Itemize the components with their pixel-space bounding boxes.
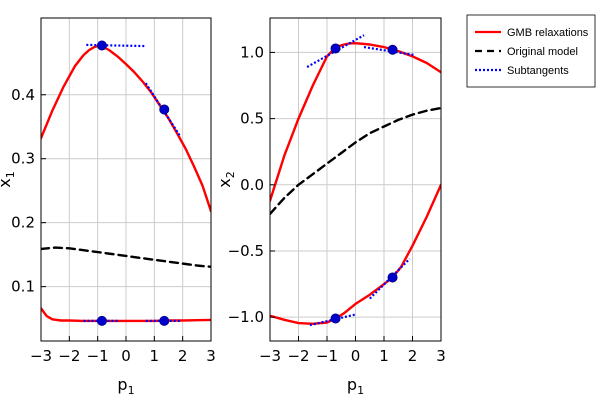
- x-tick-label: 0: [121, 347, 131, 365]
- x-tick-label: −1: [316, 347, 338, 365]
- y-tick-label: 1.0: [240, 43, 264, 61]
- x-tick-label: 2: [408, 347, 418, 365]
- tangent-point-marker: [96, 40, 107, 51]
- legend-entry-gmb-relaxations: GMB relaxations: [475, 27, 589, 39]
- tangent-point-marker: [96, 315, 107, 326]
- x-tick-label: 2: [178, 347, 188, 365]
- y-tick-label: −1.0: [228, 308, 264, 326]
- y-tick-label: 0.1: [11, 278, 35, 296]
- tangent-point-marker: [159, 315, 170, 326]
- x-axis-label-subscript: 1: [128, 384, 135, 397]
- y-tick-label: 0.3: [11, 150, 35, 168]
- series-line-solid: [270, 183, 441, 325]
- x-tick-label: −2: [287, 347, 309, 365]
- series-line-dotted: [363, 46, 416, 57]
- x-axis-label: p1: [347, 375, 364, 397]
- x-tick-label: 0: [351, 347, 361, 365]
- tangent-point-marker: [387, 44, 398, 55]
- series-line-dashed: [270, 106, 441, 216]
- legend-label: Subtangents: [507, 65, 569, 77]
- series-line-solid: [41, 44, 211, 213]
- x-tick-label: −1: [87, 347, 109, 365]
- y-axis-label-subscript: 1: [4, 171, 17, 178]
- y-tick-label: 0.4: [11, 86, 35, 104]
- y-axis-label: x2: [215, 171, 237, 187]
- series-line-dashed: [41, 246, 211, 268]
- legend: GMB relaxations Original model Subtangen…: [466, 14, 596, 88]
- x-tick-label: −3: [30, 347, 52, 365]
- x-tick-label: 1: [379, 347, 389, 365]
- series-group: [41, 43, 211, 323]
- tangent-point-marker: [387, 272, 398, 283]
- y-tick-label: 0.2: [11, 214, 35, 232]
- y-axis-label: x1: [0, 171, 17, 187]
- tangent-point-marker: [159, 104, 170, 115]
- legend-label: GMB relaxations: [507, 27, 589, 39]
- x-axis-label: p1: [117, 375, 134, 397]
- tangent-point-marker: [330, 313, 341, 324]
- legend-entry-original-model: Original model: [475, 46, 578, 58]
- y-tick-label: 0.0: [240, 176, 264, 194]
- x-tick-label: 1: [150, 347, 160, 365]
- x-tick-label: −2: [58, 347, 80, 365]
- series-line-dotted: [144, 82, 181, 137]
- x-axis-label-subscript: 1: [357, 384, 364, 397]
- y-axis-label-subscript: 2: [224, 171, 237, 178]
- series-line-dotted: [86, 43, 146, 48]
- x-tick-label: 3: [436, 347, 446, 365]
- y-tick-label: 0.5: [240, 110, 264, 128]
- legend-entry-subtangents: Subtangents: [475, 65, 569, 77]
- x-tick-label: −3: [259, 347, 281, 365]
- tangent-point-marker: [330, 43, 341, 54]
- x-tick-label: 3: [206, 347, 216, 365]
- legend-label: Original model: [507, 46, 578, 58]
- y-tick-label: −0.5: [228, 242, 264, 260]
